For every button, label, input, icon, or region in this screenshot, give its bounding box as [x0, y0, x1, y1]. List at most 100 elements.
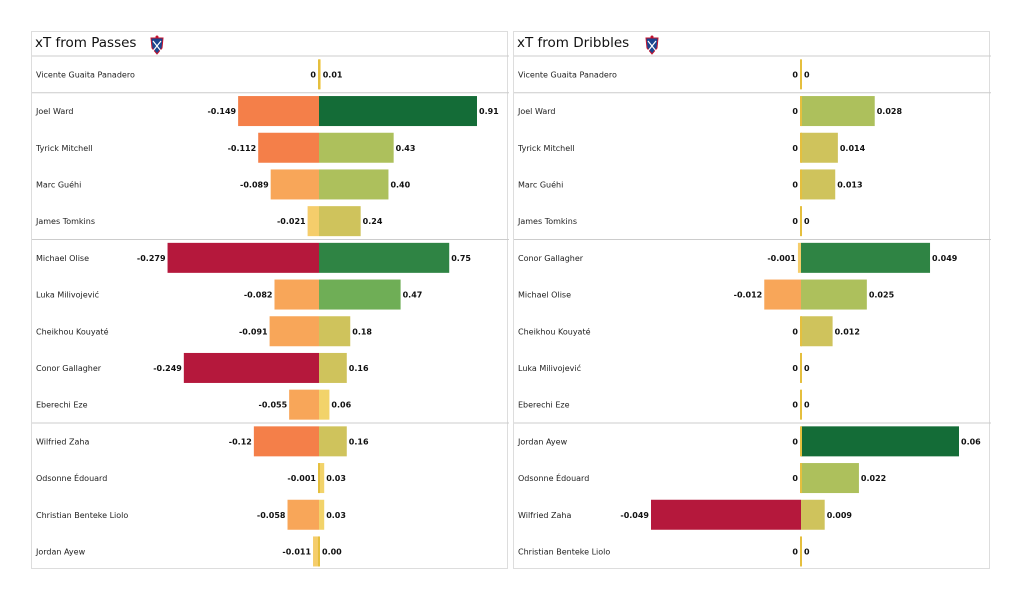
zero-marker	[800, 96, 802, 127]
positive-bar	[319, 389, 330, 420]
zero-marker	[318, 463, 320, 494]
player-name-label: Odsonne Édouard	[36, 472, 107, 483]
negative-value-label: 0	[792, 401, 798, 410]
negative-bar	[307, 206, 319, 237]
positive-value-label: 0.028	[877, 107, 903, 116]
player-name-label: Luka Milivojević	[36, 290, 99, 300]
player-name-label: Tyrick Mitchell	[517, 144, 575, 153]
player-name-label: Marc Guéhi	[518, 179, 563, 189]
negative-value-label: -0.049	[620, 511, 649, 520]
negative-value-label: -0.001	[287, 474, 316, 483]
positive-value-label: 0.049	[932, 254, 958, 263]
negative-value-label: -0.089	[240, 180, 269, 189]
negative-value-label: -0.011	[282, 547, 311, 556]
positive-bar	[801, 463, 859, 494]
negative-value-label: -0.082	[244, 291, 273, 300]
negative-value-label: -0.058	[257, 511, 286, 520]
positive-bar	[319, 352, 347, 383]
zero-marker	[800, 536, 802, 567]
negative-value-label: -0.279	[137, 254, 166, 263]
positive-bar	[319, 279, 401, 310]
player-name-label: Wilfried Zaha	[518, 511, 572, 520]
negative-bar	[270, 169, 319, 200]
positive-value-label: 0.01	[323, 70, 343, 79]
player-name-label: Tyrick Mitchell	[35, 144, 93, 153]
player-name-label: Eberechi Eze	[36, 401, 88, 410]
player-name-label: James Tomkins	[35, 217, 95, 226]
positive-bar	[801, 426, 959, 457]
player-name-label: Vicente Guaita Panadero	[36, 70, 135, 79]
positive-value-label: 0	[804, 401, 810, 410]
player-name-label: Joel Ward	[517, 107, 555, 116]
club-badge-icon	[150, 35, 164, 55]
positive-value-label: 0.06	[961, 437, 981, 446]
positive-value-label: 0	[804, 217, 810, 226]
player-name-label: Luka Milivojević	[518, 363, 581, 373]
zero-marker	[800, 132, 802, 163]
positive-bar	[319, 132, 394, 163]
zero-marker	[800, 59, 802, 90]
positive-value-label: 0.012	[835, 327, 860, 336]
positive-bar	[319, 316, 351, 347]
negative-value-label: -0.12	[229, 437, 252, 446]
negative-bar	[274, 279, 319, 310]
player-name-label: Wilfried Zaha	[36, 437, 90, 446]
zero-marker	[800, 206, 802, 237]
positive-bar	[319, 96, 477, 127]
positive-value-label: 0.43	[396, 144, 416, 153]
player-name-label: Conor Gallagher	[518, 254, 584, 263]
player-name-label: Vicente Guaita Panadero	[518, 70, 617, 79]
player-name-label: Eberechi Eze	[518, 401, 570, 410]
negative-value-label: -0.249	[153, 364, 182, 373]
negative-value-label: 0	[792, 107, 798, 116]
positive-value-label: 0.014	[840, 144, 866, 153]
zero-marker	[318, 59, 320, 90]
positive-value-label: 0.75	[451, 254, 471, 263]
panel-xt-passes: xT from Passes Vicente Guaita Panadero 0 0…	[31, 31, 509, 569]
negative-value-label: 0	[792, 180, 798, 189]
positive-bar	[801, 96, 875, 127]
positive-value-label: 0.91	[479, 107, 499, 116]
bar-chart-passes: Vicente Guaita Panadero 0 0.01 Joel Ward -0.…	[32, 55, 509, 567]
negative-bar	[167, 242, 319, 273]
positive-value-label: 0.03	[326, 511, 346, 520]
negative-bar	[651, 499, 801, 530]
negative-value-label: 0	[792, 327, 798, 336]
negative-value-label: -0.149	[207, 107, 236, 116]
player-name-label: Conor Gallagher	[36, 364, 102, 373]
negative-bar	[183, 352, 319, 383]
player-name-label: Marc Guéhi	[36, 179, 81, 189]
positive-bar	[319, 169, 389, 200]
player-name-label: Jordan Ayew	[517, 437, 568, 446]
zero-marker	[318, 536, 320, 567]
negative-bar	[253, 426, 319, 457]
negative-value-label: -0.001	[767, 254, 796, 263]
negative-bar	[258, 132, 319, 163]
negative-value-label: -0.091	[239, 327, 268, 336]
player-name-label: Christian Benteke Liolo	[518, 547, 610, 556]
positive-value-label: 0.013	[837, 180, 862, 189]
zero-marker	[800, 316, 802, 347]
chart-title-passes: xT from Passes	[35, 35, 137, 51]
negative-value-label: -0.021	[277, 217, 306, 226]
panel-xt-dribbles: xT from Dribbles Vicente Guaita Panadero…	[513, 31, 991, 569]
negative-value-label: 0	[792, 364, 798, 373]
zero-marker	[800, 426, 802, 457]
negative-value-label: 0	[792, 217, 798, 226]
positive-value-label: 0	[804, 364, 810, 373]
player-name-label: Jordan Ayew	[35, 547, 86, 556]
positive-value-label: 0.06	[331, 401, 351, 410]
positive-value-label: 0.025	[869, 291, 895, 300]
positive-bar	[319, 426, 347, 457]
positive-value-label: 0	[804, 547, 810, 556]
club-badge-icon	[645, 35, 659, 55]
positive-value-label: 0.24	[363, 217, 383, 226]
negative-bar	[289, 389, 319, 420]
player-name-label: Odsonne Édouard	[518, 472, 589, 483]
positive-value-label: 0.16	[349, 364, 369, 373]
positive-bar	[801, 242, 931, 273]
zero-marker	[800, 169, 802, 200]
positive-value-label: 0.40	[390, 180, 410, 189]
player-name-label: Cheikhou Kouyaté	[36, 326, 109, 336]
